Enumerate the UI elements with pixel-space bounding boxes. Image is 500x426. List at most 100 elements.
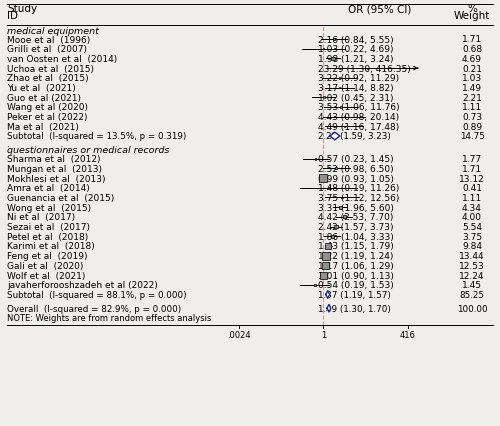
Text: Gali et al  (2020): Gali et al (2020)	[7, 261, 84, 270]
Text: .0024: .0024	[227, 330, 251, 339]
Bar	[322, 252, 330, 260]
Text: 4.43 (0.98, 20.14): 4.43 (0.98, 20.14)	[318, 113, 399, 122]
Text: 12.24: 12.24	[459, 271, 485, 280]
Text: 4.00: 4.00	[462, 213, 482, 222]
Bar	[322, 262, 329, 269]
Bar	[336, 168, 337, 170]
Text: Amra et al  (2014): Amra et al (2014)	[7, 184, 90, 193]
Bar	[341, 197, 342, 199]
Text: 0.54 (0.19, 1.53): 0.54 (0.19, 1.53)	[318, 281, 394, 290]
Text: 1.11: 1.11	[462, 193, 482, 202]
Bar	[320, 175, 327, 182]
Text: Mooe et al  (1996): Mooe et al (1996)	[7, 35, 90, 44]
Text: 0.73: 0.73	[462, 113, 482, 122]
Text: 0.57 (0.23, 1.45): 0.57 (0.23, 1.45)	[318, 155, 394, 164]
Text: Uchoa et al  (2015): Uchoa et al (2015)	[7, 64, 94, 73]
Polygon shape	[327, 305, 331, 312]
Text: 100.00: 100.00	[456, 304, 488, 313]
Text: Subtotal  (I-squared = 88.1%, p = 0.000): Subtotal (I-squared = 88.1%, p = 0.000)	[7, 290, 186, 299]
Text: 2.21: 2.21	[462, 93, 482, 103]
Text: 4.34: 4.34	[462, 203, 482, 212]
Bar	[322, 97, 324, 99]
Text: Mungan et al  (2013): Mungan et al (2013)	[7, 164, 102, 173]
Text: Sharma et al  (2012): Sharma et al (2012)	[7, 155, 100, 164]
Bar	[330, 235, 334, 238]
Text: 1.71: 1.71	[462, 35, 482, 44]
Text: 1.17 (1.06, 1.29): 1.17 (1.06, 1.29)	[318, 261, 394, 270]
Text: Sezai et al  (2017): Sezai et al (2017)	[7, 222, 90, 232]
Text: Wong et al  (2015): Wong et al (2015)	[7, 203, 91, 212]
Text: Weight: Weight	[454, 11, 490, 21]
Bar	[344, 126, 345, 128]
Text: Mokhlesi et al  (2013): Mokhlesi et al (2013)	[7, 174, 105, 183]
Text: 4.69: 4.69	[462, 55, 482, 64]
Text: 0.21: 0.21	[462, 64, 482, 73]
Text: 1.71: 1.71	[462, 164, 482, 173]
Text: 416: 416	[400, 330, 415, 339]
Text: 1.11: 1.11	[462, 103, 482, 112]
Text: 9.84: 9.84	[462, 242, 482, 251]
Text: 1.02 (0.45, 2.31): 1.02 (0.45, 2.31)	[318, 93, 394, 103]
Text: 1.03 (0.22, 4.69): 1.03 (0.22, 4.69)	[318, 45, 394, 54]
Text: 1.48 (0.19, 11.26): 1.48 (0.19, 11.26)	[318, 184, 400, 193]
Text: 3.75 (1.12, 12.56): 3.75 (1.12, 12.56)	[318, 193, 400, 202]
Text: javaherforooshzadeh et al (2022): javaherforooshzadeh et al (2022)	[7, 281, 158, 290]
Text: 13.12: 13.12	[459, 174, 485, 183]
Text: Ni et al  (2017): Ni et al (2017)	[7, 213, 75, 222]
Text: 2.16 (0.84, 5.55): 2.16 (0.84, 5.55)	[318, 35, 394, 44]
Text: questionnaires or medical records: questionnaires or medical records	[7, 146, 170, 155]
Text: 0.89: 0.89	[462, 123, 482, 132]
Text: .: .	[7, 140, 10, 149]
Polygon shape	[326, 291, 330, 299]
Text: 1.03: 1.03	[462, 74, 482, 83]
Text: 1.43 (1.15, 1.79): 1.43 (1.15, 1.79)	[318, 242, 394, 251]
Text: 1.22 (1.19, 1.24): 1.22 (1.19, 1.24)	[318, 252, 394, 261]
Bar	[333, 39, 335, 41]
Text: 13.44: 13.44	[459, 252, 485, 261]
Bar	[342, 216, 345, 219]
Text: 0.99 (0.93, 1.05): 0.99 (0.93, 1.05)	[318, 174, 394, 183]
Text: NOTE: Weights are from random effects analysis: NOTE: Weights are from random effects an…	[7, 314, 212, 322]
Text: 3.17 (1.14, 8.82): 3.17 (1.14, 8.82)	[318, 84, 394, 93]
Text: Ma et al  (2021): Ma et al (2021)	[7, 123, 79, 132]
Text: 1.45: 1.45	[462, 281, 482, 290]
Text: 1.37 (1.19, 1.57): 1.37 (1.19, 1.57)	[318, 290, 391, 299]
Text: %: %	[467, 4, 477, 14]
Bar	[332, 58, 334, 61]
Bar	[344, 117, 345, 118]
Bar	[320, 272, 327, 279]
Bar	[334, 225, 338, 229]
Text: van Oosten et al  (2014): van Oosten et al (2014)	[7, 55, 117, 64]
Bar	[338, 206, 342, 209]
Text: 4.49 (1.16, 17.48): 4.49 (1.16, 17.48)	[318, 123, 399, 132]
Text: 1.01 (0.90, 1.13): 1.01 (0.90, 1.13)	[318, 271, 394, 280]
Text: 1: 1	[321, 330, 326, 339]
Text: .: .	[7, 298, 10, 307]
Text: 1.49 (1.30, 1.70): 1.49 (1.30, 1.70)	[318, 304, 391, 313]
Bar	[326, 244, 332, 249]
Text: Subtotal  (I-squared = 13.5%, p = 0.319): Subtotal (I-squared = 13.5%, p = 0.319)	[7, 132, 186, 141]
Text: 4.42 (2.53, 7.70): 4.42 (2.53, 7.70)	[318, 213, 394, 222]
Text: 1.98 (1.21, 3.24): 1.98 (1.21, 3.24)	[318, 55, 394, 64]
Text: Guo et al (2021): Guo et al (2021)	[7, 93, 81, 103]
Text: 0.41: 0.41	[462, 184, 482, 193]
Text: 0.68: 0.68	[462, 45, 482, 54]
Text: 14.75: 14.75	[460, 132, 484, 141]
Text: ID: ID	[7, 11, 18, 21]
Text: 3.75: 3.75	[462, 232, 482, 241]
Text: 5.54: 5.54	[462, 222, 482, 232]
Bar	[338, 87, 340, 89]
Text: Karimi et al  (2018): Karimi et al (2018)	[7, 242, 95, 251]
Text: Wolf et al  (2021): Wolf et al (2021)	[7, 271, 86, 280]
Bar	[328, 188, 330, 189]
Text: Petel et al  (2018): Petel et al (2018)	[7, 232, 88, 241]
Bar	[314, 284, 316, 286]
Text: 2.27 (1.59, 3.23): 2.27 (1.59, 3.23)	[318, 132, 391, 141]
Text: 3.31 (1.96, 5.60): 3.31 (1.96, 5.60)	[318, 203, 394, 212]
Text: medical equipment: medical equipment	[7, 26, 99, 35]
Bar	[339, 78, 340, 79]
Text: Wang et al (2020): Wang et al (2020)	[7, 103, 88, 112]
Text: 23.29 (1.30, 416.35): 23.29 (1.30, 416.35)	[318, 64, 411, 73]
Text: Yu et al  (2021): Yu et al (2021)	[7, 84, 76, 93]
Text: Guenancia et al  (2015): Guenancia et al (2015)	[7, 193, 114, 202]
